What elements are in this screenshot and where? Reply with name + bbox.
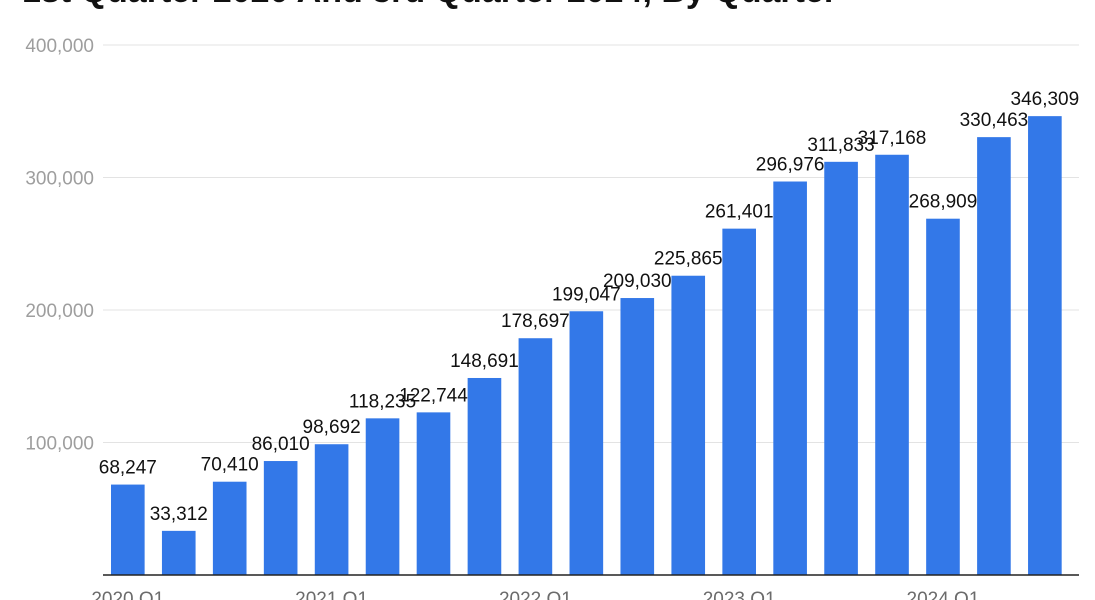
bar [111, 484, 145, 575]
bar [773, 181, 807, 575]
y-tick-label: 300,000 [25, 169, 94, 190]
y-tick-label: 200,000 [25, 301, 94, 322]
bar [467, 377, 502, 575]
bars [111, 116, 1062, 576]
bar [926, 218, 960, 576]
data-label: 178,697 [501, 311, 570, 332]
data-label: 311,833 [807, 135, 874, 156]
bar [1028, 116, 1062, 576]
y-tick-label: 400,000 [25, 36, 94, 57]
x-tick-label: 2023 Q1 [703, 589, 776, 600]
bar [977, 137, 1011, 575]
data-label: 330,463 [960, 110, 1029, 131]
data-label: 225,865 [654, 249, 723, 270]
data-label: 209,030 [603, 271, 672, 292]
bar [212, 481, 247, 575]
bar [365, 418, 400, 575]
bar [875, 154, 909, 576]
data-label: 317,168 [858, 128, 927, 149]
data-label: 70,410 [201, 455, 259, 476]
bar [518, 338, 553, 575]
x-tick-label: 2024 Q1 [907, 589, 980, 600]
bar [620, 298, 655, 575]
data-label: 268,909 [909, 192, 978, 213]
x-axis-tick-labels: 2020 Q1 2021 Q1 2022 Q1 2023 Q1 2024 Q1 [91, 589, 979, 600]
data-label: 118,235 [349, 391, 416, 412]
data-label: 122,744 [399, 385, 468, 406]
data-label: 68,247 [99, 458, 157, 479]
data-label: 148,691 [450, 351, 519, 372]
bar [671, 275, 706, 575]
data-label: 199,047 [552, 284, 621, 305]
bar [263, 461, 298, 575]
data-label: 346,309 [1011, 89, 1080, 110]
bar [416, 412, 451, 575]
data-label: 296,976 [756, 155, 825, 176]
data-label: 33,312 [150, 504, 208, 525]
y-axis-tick-labels: 100,000 200,000 300,000 400,000 [25, 36, 94, 455]
bar [722, 228, 756, 575]
data-label: 261,401 [705, 202, 774, 223]
x-tick-label: 2020 Q1 [91, 589, 164, 600]
bar [161, 530, 196, 575]
y-tick-label: 100,000 [25, 434, 94, 455]
bar [314, 444, 349, 575]
data-label: 98,692 [303, 417, 361, 438]
x-tick-label: 2022 Q1 [499, 589, 572, 600]
chart-title: 1st Quarter 2020 And 3rd Quarter 2024, B… [22, 0, 837, 10]
bar [824, 161, 858, 575]
x-tick-label: 2021 Q1 [295, 589, 368, 600]
data-label: 86,010 [252, 434, 310, 455]
bar [569, 311, 604, 575]
